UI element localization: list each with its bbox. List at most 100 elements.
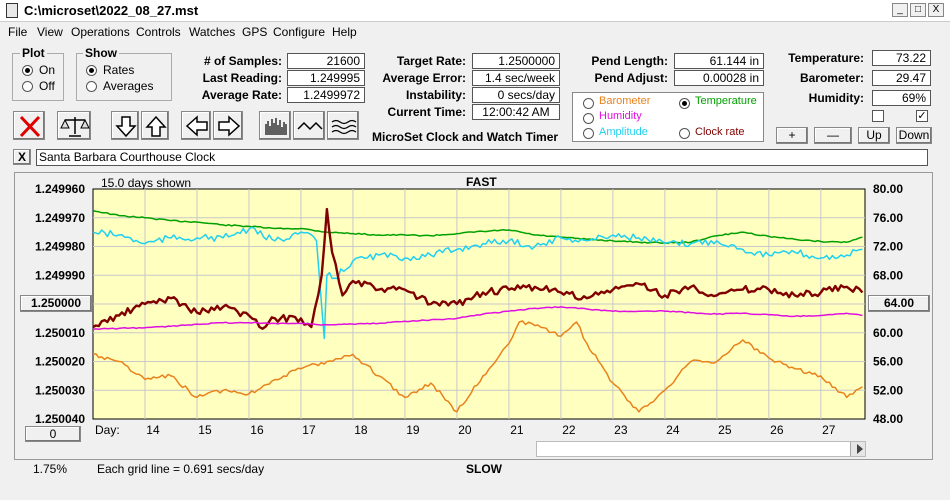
right-tick-label: 60.00 [873,326,903,340]
left-tick-label: 1.250040 [35,412,85,426]
percent-label: 1.75% [33,462,68,476]
plot-on-radio[interactable] [22,65,33,76]
overlay-temperature-radio[interactable] [679,98,690,109]
barometer-label: Barometer: [799,71,864,85]
maximize-button[interactable]: □ [910,3,926,17]
x-tick-label: 27 [822,423,836,437]
app-icon [6,3,18,18]
menu-file[interactable]: File [8,25,28,39]
left-tick-label: 1.250030 [35,383,85,397]
menu-configure[interactable]: Configure [273,25,326,39]
right-tick-label: 52.00 [873,383,903,397]
right-tick-label: 68.00 [873,268,903,282]
average-rate-value: 1.2499972 [287,87,365,103]
environment-checkbox-2[interactable]: ✓ [916,110,928,122]
current-time-label: Current Time: [387,105,466,119]
series-line-clock-rate [92,207,864,330]
pend-length-value: 61.144 in [674,53,764,69]
overlay-humidity-radio[interactable] [583,113,594,124]
scroll-right-icon[interactable] [857,444,863,454]
wave-button[interactable] [293,111,325,140]
x-tick-label: 24 [666,423,680,437]
last-reading-value: 1.249995 [287,70,365,86]
clock-name-close-button[interactable]: X [13,149,31,165]
plus-button[interactable]: + [776,127,808,144]
menu-watches[interactable]: Watches [189,25,236,39]
series-line-temperature [92,209,863,245]
multi-wave-button[interactable] [327,111,359,140]
humidity-value: 69% [872,90,931,106]
down-button[interactable]: Down [896,127,932,144]
menu-gps[interactable]: GPS [242,25,268,39]
environment-checkbox-1[interactable] [872,110,884,122]
left-tick-label: 1.249980 [35,240,85,254]
overlay-amplitude-radio[interactable] [583,128,594,139]
temperature-label: Temperature: [788,51,864,65]
title-bar: C:\microset\2022_08_27.mst _ □ X [0,0,950,22]
chart-bottom-label: SLOW [466,462,502,476]
average-error-value: 1.4 sec/week [472,70,560,86]
overlay-clock-rate-label: Clock rate [695,126,745,138]
pend-adjust-label: Pend Adjust: [594,71,668,85]
arrow-left-button[interactable] [181,111,211,140]
minus-button[interactable]: — [814,127,852,144]
show-averages-radio[interactable] [86,81,97,92]
series-line-barometer [92,320,863,413]
menu-operations[interactable]: Operations [71,25,130,39]
right-tick-label: 72.00 [873,240,903,254]
menu-controls[interactable]: Controls [136,25,181,39]
left-reference-button[interactable]: 1.250000 [20,295,92,312]
x-tick-label: 19 [406,423,420,437]
overlay-barometer-radio[interactable] [583,98,594,109]
right-tick-label: 80.00 [873,182,903,196]
window-title: C:\microset\2022_08_27.mst [24,3,199,18]
arrow-up-icon [145,115,167,137]
show-group [76,53,172,101]
chart-scrollbar[interactable] [536,441,866,457]
right-tick-label: 76.00 [873,211,903,225]
overlay-options-box: Barometer Temperature Humidity Amplitude… [572,92,764,142]
wave-icon [297,121,323,131]
instability-value: 0 secs/day [472,87,560,103]
show-rates-radio[interactable] [86,65,97,76]
overlay-humidity-label: Humidity [599,110,642,122]
instability-label: Instability: [405,88,466,102]
x-tick-label: 17 [302,423,316,437]
close-button[interactable]: X [928,3,944,17]
arrow-right-button[interactable] [213,111,243,140]
x-tick-label: 18 [354,423,368,437]
menu-help[interactable]: Help [332,25,357,39]
plot-on-label: On [39,63,56,77]
arrow-up-button[interactable] [141,111,169,140]
x-tick-label: 21 [510,423,524,437]
arrow-left-icon [185,115,208,137]
bar-graph-button[interactable] [259,111,291,140]
overlay-clock-rate-radio[interactable] [679,128,690,139]
app-title: MicroSet Clock and Watch Timer [372,130,559,144]
x-tick-label: 14 [146,423,160,437]
show-group-label: Show [83,46,119,60]
balance-icon [60,117,90,137]
left-tick-label: 1.249960 [35,182,85,196]
clear-button[interactable] [13,111,45,140]
show-rates-label: Rates [103,63,135,77]
plot-off-radio[interactable] [22,81,33,92]
series-line-humidity [92,306,863,331]
zero-button[interactable]: 0 [25,426,81,442]
right-reference-button[interactable]: 64.00 [868,295,930,312]
average-rate-label: Average Rate: [201,88,282,102]
minimize-button[interactable]: _ [892,3,908,17]
arrow-down-button[interactable] [111,111,139,140]
clock-name-input[interactable]: Santa Barbara Courthouse Clock [36,149,928,166]
target-rate-value[interactable]: 1.2500000 [472,53,560,69]
menu-view[interactable]: View [37,25,63,39]
balance-button[interactable] [57,111,91,140]
up-button[interactable]: Up [858,127,890,144]
menu-bar: File View Operations Controls Watches GP… [0,22,950,42]
x-axis-title: Day: [95,423,120,437]
x-tick-label: 22 [562,423,576,437]
temperature-value: 73.22 [872,50,931,66]
arrow-down-icon [115,116,137,138]
scrollbar-thumb[interactable] [537,442,851,456]
